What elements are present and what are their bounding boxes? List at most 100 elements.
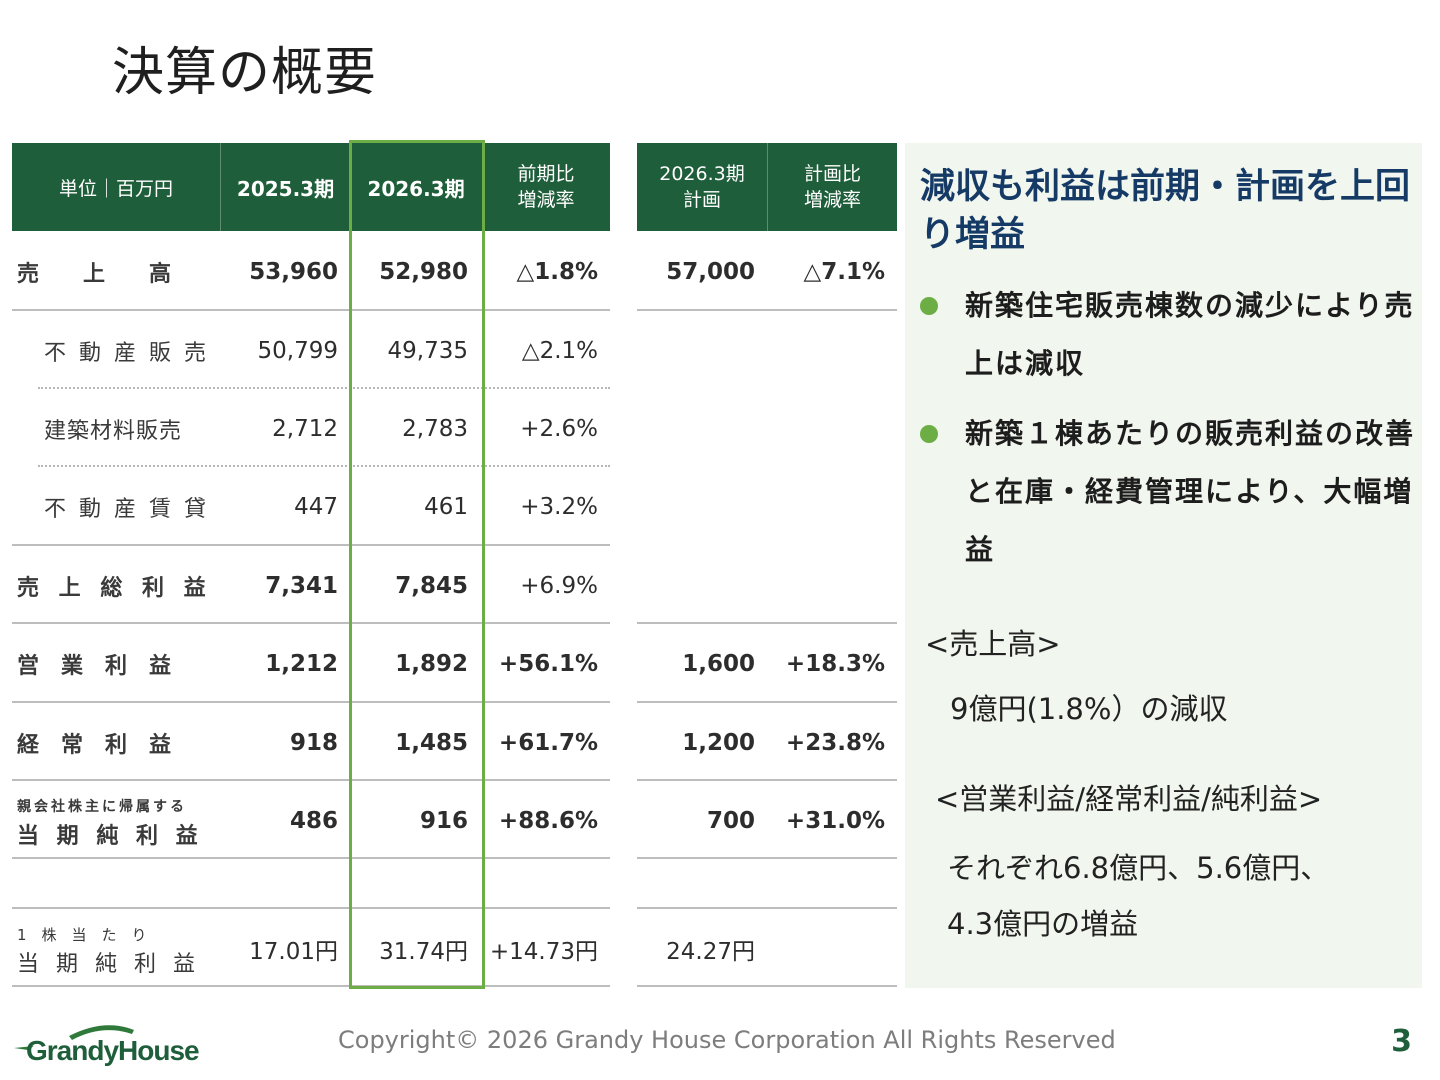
cell-plan: 700 <box>706 808 755 834</box>
cell-fy2026: 52,980 <box>379 259 468 285</box>
table-row-gross-profit: 売 上 総 利 益 7,341 7,845 +6.9% <box>12 547 610 625</box>
cell-fy2026: 31.74円 <box>379 939 468 965</box>
row-label: 売 上 高 <box>17 262 172 287</box>
row-divider <box>637 857 897 859</box>
bullet-text: 新築１棟あたりの販売利益の改善と在庫・経費管理により、大幅増益 <box>965 417 1416 566</box>
plan-row-eps: 24.27円 <box>637 910 897 988</box>
row-divider <box>12 857 610 859</box>
fy2025-label: 2025.3期 <box>236 176 335 201</box>
cell-plan: 24.27円 <box>666 939 755 965</box>
bullet-item: 新築住宅販売棟数の減少により売上は減収 <box>920 277 1415 393</box>
row-divider <box>12 985 610 987</box>
row-divider <box>637 779 897 781</box>
plan-row-ordinary-income: 1,200 +23.8% <box>637 704 897 782</box>
cell-fy2026: 916 <box>419 808 468 834</box>
cell-vsplan: +23.8% <box>785 730 885 756</box>
plan-label-bottom: 計画 <box>682 189 721 211</box>
row-divider <box>12 779 610 781</box>
cell-yoy: +6.9% <box>520 573 598 599</box>
row-label: 売 上 総 利 益 <box>17 576 212 601</box>
table-row-real-estate-sales: 不 動 産 販 売 50,799 49,735 △2.1% <box>12 312 610 390</box>
row-label: 営 業 利 益 <box>17 654 172 679</box>
cell-fy2025: 2,712 <box>272 416 338 442</box>
cell-fy2026: 7,845 <box>395 573 468 599</box>
cell-fy2025: 1,212 <box>265 651 338 677</box>
cell-yoy: +88.6% <box>498 808 598 834</box>
header-fy2025: 2025.3期 <box>220 143 350 231</box>
header-fy2026: 2026.3期 <box>350 143 482 231</box>
row-divider <box>637 985 897 987</box>
table-row-net-income: 親会社株主に帰属する 当 期 純 利 益 486 916 +88.6% <box>12 782 610 860</box>
plan-label-top: 2026.3期 <box>659 163 745 185</box>
summary-panel: 減収も利益は前期・計画を上回り増益 新築住宅販売棟数の減少により売上は減収 新築… <box>905 143 1422 988</box>
cell-fy2025: 7,341 <box>265 573 338 599</box>
cell-yoy: +56.1% <box>498 651 598 677</box>
row-label-small: 1 株 当 た り <box>17 926 147 944</box>
yoy-label-top: 前期比 <box>517 163 575 185</box>
row-label: 経 常 利 益 <box>17 733 172 758</box>
plan-row-net-income: 700 +31.0% <box>637 782 897 860</box>
row-divider <box>12 309 610 311</box>
summary-headline: 減収も利益は前期・計画を上回り増益 <box>920 167 1411 255</box>
cell-fy2025: 50,799 <box>257 338 338 364</box>
row-divider <box>12 701 610 703</box>
bullet-dot-icon <box>920 425 938 443</box>
cell-yoy: +61.7% <box>498 730 598 756</box>
header-plan: 2026.3期 計画 <box>637 143 767 231</box>
table-row-sales: 売 上 高 53,960 52,980 △1.8% <box>12 233 610 311</box>
cell-fy2026: 1,892 <box>395 651 468 677</box>
profit-text-2: 4.3億円の増益 <box>947 907 1139 941</box>
cell-fy2025: 17.01円 <box>249 939 338 965</box>
cell-fy2026: 1,485 <box>395 730 468 756</box>
vsplan-label-bottom: 増減率 <box>803 189 861 211</box>
vsplan-label-top: 計画比 <box>803 163 861 185</box>
row-label: 不 動 産 賃 貸 <box>44 497 209 522</box>
row-divider-dotted <box>38 387 610 389</box>
cell-yoy: △1.8% <box>516 259 598 285</box>
cell-vsplan: △7.1% <box>803 259 885 285</box>
cell-yoy: +2.6% <box>520 416 598 442</box>
table-row-eps: 1 株 当 た り 当 期 純 利 益 17.01円 31.74円 +14.73… <box>12 910 610 988</box>
bullet-dot-icon <box>920 297 938 315</box>
page-title: 決算の概要 <box>112 43 378 103</box>
table-row-ordinary-income: 経 常 利 益 918 1,485 +61.7% <box>12 704 610 782</box>
row-divider <box>12 907 610 909</box>
cell-fy2025: 918 <box>289 730 338 756</box>
row-divider <box>637 622 897 624</box>
cell-fy2025: 486 <box>289 808 338 834</box>
cell-yoy: +3.2% <box>520 494 598 520</box>
row-divider <box>637 701 897 703</box>
page-number: 3 <box>1391 1024 1412 1059</box>
bullet-text: 新築住宅販売棟数の減少により売上は減収 <box>965 289 1415 380</box>
cell-vsplan: +18.3% <box>785 651 885 677</box>
fy2026-label: 2026.3期 <box>367 176 465 201</box>
cell-fy2025: 53,960 <box>249 259 338 285</box>
header-yoy: 前期比 増減率 <box>482 143 610 231</box>
sales-heading: <売上高> <box>925 627 1061 661</box>
cell-fy2026: 2,783 <box>402 416 468 442</box>
yoy-label-bottom: 増減率 <box>517 189 575 211</box>
cell-fy2025: 447 <box>294 494 338 520</box>
header-vsplan: 計画比 増減率 <box>767 143 897 231</box>
table-row-building-materials: 建築材料販売 2,712 2,783 +2.6% <box>12 390 610 468</box>
grandyhouse-logo: GrandyHouse <box>14 1025 200 1066</box>
row-divider-dotted <box>38 465 610 467</box>
cell-plan: 1,600 <box>682 651 755 677</box>
sales-text: 9億円(1.8%）の減収 <box>950 692 1228 726</box>
header-unit: 単位｜百万円 <box>12 143 220 231</box>
plan-row-sales: 57,000 △7.1% <box>637 233 897 311</box>
cell-yoy: △2.1% <box>521 338 598 364</box>
row-divider <box>12 544 610 546</box>
row-label: 建築材料販売 <box>44 419 183 444</box>
bullet-item: 新築１棟あたりの販売利益の改善と在庫・経費管理により、大幅増益 <box>920 405 1415 579</box>
cell-vsplan: +31.0% <box>785 808 885 834</box>
svg-text:GrandyHouse: GrandyHouse <box>26 1035 199 1066</box>
cell-plan: 57,000 <box>666 259 755 285</box>
unit-label: 単位｜百万円 <box>58 177 173 200</box>
copyright-text: Copyright© 2026 Grandy House Corporation… <box>338 1026 1116 1054</box>
row-divider <box>637 907 897 909</box>
row-divider <box>637 309 897 311</box>
row-label: 当 期 純 利 益 <box>17 824 203 849</box>
cell-fy2026: 461 <box>424 494 468 520</box>
cell-plan: 1,200 <box>682 730 755 756</box>
